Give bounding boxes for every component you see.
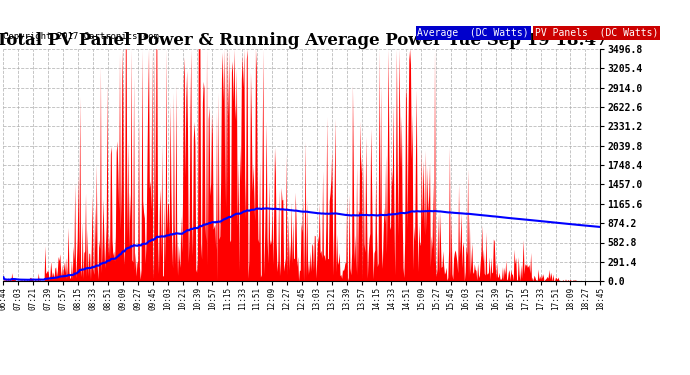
Text: Copyright 2017 Cartronics.com: Copyright 2017 Cartronics.com [3,32,159,41]
Text: PV Panels  (DC Watts): PV Panels (DC Watts) [535,28,658,38]
Title: Total PV Panel Power & Running Average Power Tue Sep 19 18:47: Total PV Panel Power & Running Average P… [0,32,608,49]
Text: Average  (DC Watts): Average (DC Watts) [417,28,529,38]
